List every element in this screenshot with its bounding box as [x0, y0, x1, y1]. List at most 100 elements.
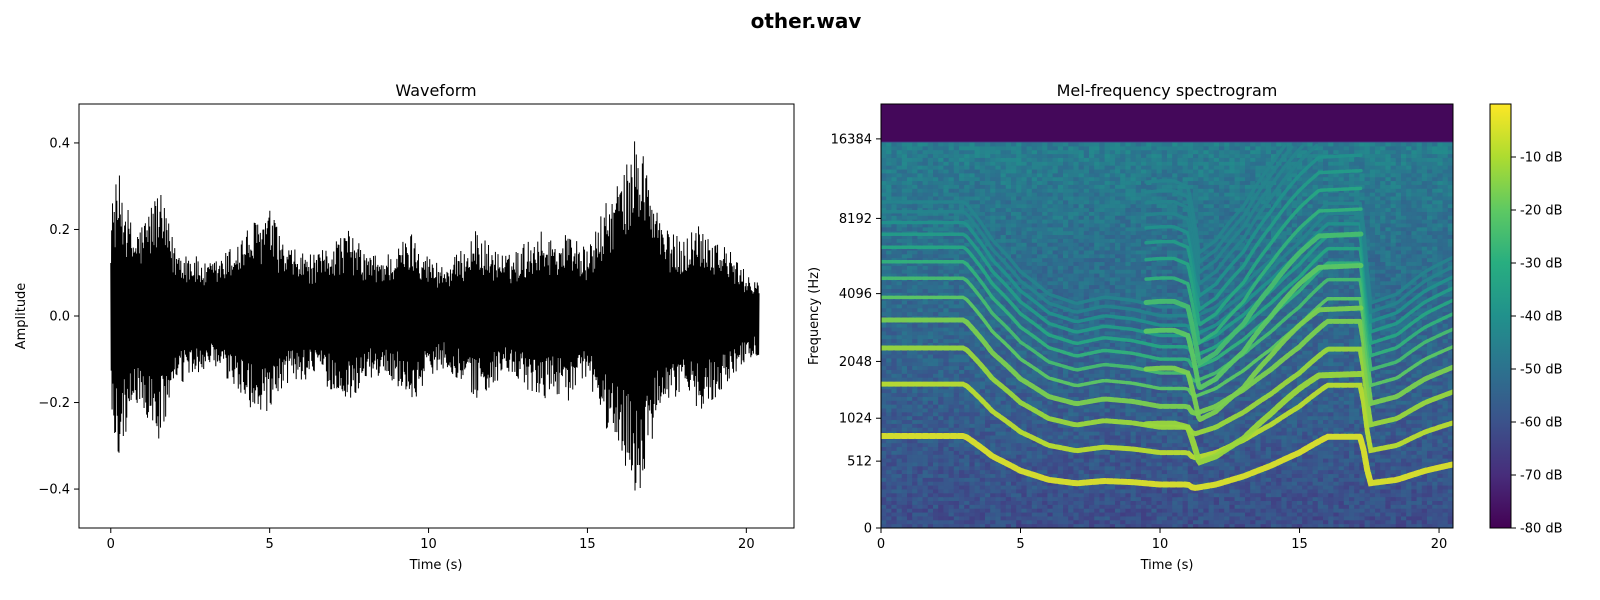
- spectrogram-cell: [907, 154, 913, 159]
- spectrogram-cell: [1026, 512, 1033, 518]
- spectrogram-cell: [1042, 481, 1048, 487]
- spectrogram-cell: [1000, 474, 1007, 479]
- spectrogram-cell: [927, 443, 934, 448]
- spectrogram-cell: [1083, 258, 1090, 263]
- spectrogram-cell: [1052, 423, 1059, 429]
- spectrogram-cell: [1011, 520, 1017, 525]
- spectrogram-cell: [1016, 231, 1022, 236]
- spectrogram-cell: [901, 404, 908, 410]
- spectrogram-cell: [1099, 277, 1106, 282]
- spectrogram-cell: [990, 497, 996, 502]
- spectrogram-cell: [1135, 292, 1142, 298]
- spectrogram-cell: [901, 470, 908, 475]
- spectrogram-cell: [933, 339, 939, 344]
- spectrogram-cell: [1083, 393, 1090, 398]
- spectrogram-cell: [896, 312, 903, 317]
- spectrogram-cell: [1005, 169, 1012, 174]
- spectrogram-cell: [886, 254, 892, 259]
- spectrogram-cell: [974, 489, 981, 494]
- spectrogram-cell: [1047, 512, 1054, 518]
- spectrogram-cell: [979, 450, 986, 456]
- spectrogram-cell: [1109, 416, 1116, 421]
- spectrogram-cell: [979, 250, 986, 255]
- spectrogram-cell: [969, 319, 976, 325]
- spectrogram-cell: [938, 335, 944, 340]
- spectrogram-cell: [1073, 289, 1080, 294]
- spectrogram-cell: [1073, 204, 1080, 209]
- spectrogram-cell: [917, 331, 924, 336]
- spectrogram-cell: [901, 427, 908, 433]
- spectrogram-cell: [1031, 369, 1038, 375]
- spectrogram-cell: [912, 304, 918, 309]
- spectrogram-cell: [1115, 312, 1121, 317]
- spectrogram-cell: [1109, 504, 1116, 510]
- spectrogram-cell: [964, 208, 970, 213]
- spectrogram-cell: [953, 501, 960, 506]
- spectrogram-cell: [881, 358, 887, 363]
- spectrogram-cell: [1115, 354, 1121, 359]
- spectrogram-cell: [1089, 504, 1095, 510]
- spectrogram-cell: [1011, 177, 1017, 182]
- spectrogram-cell: [969, 165, 976, 171]
- spectrogram-cell: [953, 265, 960, 271]
- spectrogram-cell: [948, 358, 955, 363]
- spectrogram-cell: [959, 289, 965, 294]
- spectrogram-cell: [1052, 331, 1059, 336]
- spectrogram-cell: [1068, 177, 1074, 182]
- spectrogram-cell: [943, 192, 950, 198]
- spectrogram-cell: [938, 512, 944, 518]
- spectrogram-cell: [1068, 404, 1074, 410]
- spectrogram-cell: [881, 204, 887, 209]
- spectrogram-cell: [1094, 485, 1100, 491]
- spectrogram-cell: [1011, 427, 1017, 433]
- spectrogram-cell: [1042, 161, 1048, 167]
- spectrogram-cell: [1037, 396, 1043, 402]
- spectrogram-cell: [959, 292, 965, 298]
- spectrogram-cell: [985, 512, 991, 518]
- spectrogram-cell: [917, 254, 924, 259]
- spectrogram-cell: [922, 427, 929, 433]
- spectrogram-cell: [990, 308, 996, 313]
- spectrogram-cell: [953, 181, 960, 186]
- spectrogram-cell: [943, 223, 950, 228]
- spectrogram-cell: [948, 204, 955, 209]
- spectrogram-cell: [1135, 157, 1142, 163]
- spectrogram-cell: [1063, 169, 1069, 174]
- spectrogram-cell: [1021, 485, 1028, 491]
- spectrogram-cell: [912, 393, 918, 398]
- spectrogram-cell: [1026, 300, 1033, 306]
- spectrogram-cell: [1052, 447, 1059, 452]
- spectrogram-cell: [1016, 393, 1022, 398]
- spectrogram-cell: [901, 474, 908, 479]
- spectrogram-cell: [1120, 431, 1126, 437]
- spectrogram-cell: [901, 300, 908, 306]
- spectrogram-cell: [985, 435, 991, 440]
- spectrogram-cell: [1094, 408, 1100, 413]
- spectrogram-cell: [1109, 258, 1116, 263]
- spectrogram-cell: [1089, 358, 1095, 363]
- spectrogram-cell: [1094, 443, 1100, 448]
- spectrogram-cell: [974, 188, 981, 194]
- spectrogram-cell: [1120, 188, 1126, 194]
- spectrogram-cell: [995, 250, 1002, 255]
- spectrogram-cell: [990, 300, 996, 306]
- spectrogram-cell: [896, 501, 903, 506]
- spectrogram-cell: [1073, 477, 1080, 483]
- spectrogram-cell: [1047, 400, 1054, 406]
- spectrogram-cell: [1104, 289, 1111, 294]
- spectrogram-cell: [896, 420, 903, 425]
- spectrogram-cell: [1073, 501, 1080, 506]
- spectrogram-cell: [1094, 246, 1100, 252]
- spectrogram-cell: [985, 331, 991, 336]
- spectrogram-cell: [1000, 381, 1007, 386]
- spectrogram-cell: [1130, 262, 1137, 267]
- spectrogram-cell: [1057, 200, 1064, 205]
- spectrogram-cell: [1089, 231, 1095, 236]
- spectrogram-cell: [974, 389, 981, 394]
- spectrogram-cell: [917, 289, 924, 294]
- spectrogram-cell: [974, 316, 981, 321]
- spectrogram-cell: [1000, 493, 1007, 498]
- spectrogram-cell: [933, 427, 939, 433]
- spectrogram-cell: [1104, 200, 1111, 205]
- spectrogram-cell: [974, 142, 981, 147]
